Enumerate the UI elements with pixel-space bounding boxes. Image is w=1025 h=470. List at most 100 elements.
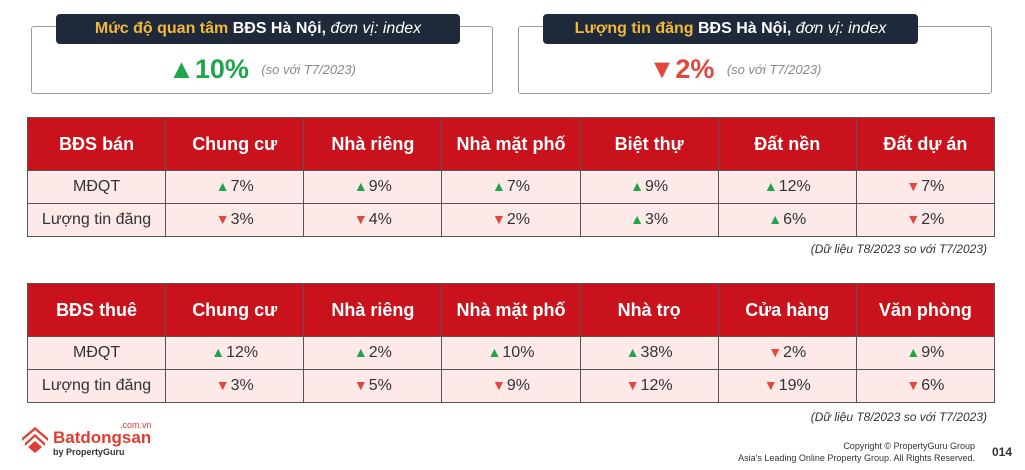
- rent-table-cell-value: 10%: [502, 344, 535, 361]
- copyright-line-1: Copyright © PropertyGuru Group: [843, 441, 975, 451]
- rent-table-cell-value: 2%: [783, 344, 807, 361]
- sale-table-cell-value: 6%: [783, 211, 807, 228]
- kpi-listings-value: 2%: [675, 54, 715, 84]
- kpi-interest-label-bold: BĐS Hà Nội,: [232, 20, 327, 37]
- rent-table-cell: ▼6%: [855, 369, 996, 403]
- rent-table-note: (Dữ liệu T8/2023 so với T7/2023): [810, 410, 987, 424]
- sale-table-cell: ▲9%: [303, 170, 443, 204]
- kpi-interest-label-unit: đơn vị: index: [330, 20, 422, 37]
- rent-table-body: MĐQT ▲12% ▲2% ▲10% ▲38% ▼2% ▲9% Lượng tin đăng ▼…: [26, 336, 996, 403]
- triangle-up-icon: ▲: [763, 178, 778, 194]
- sale-table-cell-value: 2%: [921, 211, 945, 228]
- triangle-up-icon: ▲: [487, 344, 502, 360]
- rent-table-cell-value: 12%: [226, 344, 259, 361]
- rent-table-cell-value: 12%: [640, 377, 673, 394]
- sale-table-cell-value: 2%: [506, 211, 530, 228]
- logo-by-text: by PropertyGuru: [53, 447, 125, 457]
- sale-table-header: Biệt thự: [579, 117, 719, 171]
- sale-table-row: MĐQT ▲7% ▲9% ▲7% ▲9% ▲12% ▼7%: [26, 170, 996, 204]
- sale-table-cell-value: 3%: [645, 211, 669, 228]
- rent-table-row-label: MĐQT: [26, 336, 167, 370]
- logo-brand-text: Batdongsan: [53, 428, 152, 447]
- rent-table-header-row: BĐS thuê Chung cư Nhà riêng Nhà mặt phố …: [26, 283, 996, 337]
- page-number: 014: [991, 445, 1012, 459]
- triangle-up-icon: ▲: [630, 178, 644, 194]
- triangle-down-icon: ▼: [492, 377, 506, 393]
- rent-table-row: MĐQT ▲12% ▲2% ▲10% ▲38% ▼2% ▲9%: [26, 336, 996, 370]
- triangle-up-icon: ▲: [353, 178, 368, 194]
- rent-table-cell-value: 3%: [230, 377, 254, 394]
- rent-table-row-label: Lượng tin đăng: [26, 369, 167, 403]
- sale-table-header-row: BĐS bán Chung cư Nhà riêng Nhà mặt phố B…: [26, 117, 996, 171]
- triangle-down-icon: ▼: [906, 178, 921, 194]
- rent-table-cell-value: 5%: [368, 377, 392, 394]
- sale-table-cell: ▼2%: [855, 203, 996, 237]
- rent-table-header: BĐS thuê: [26, 283, 167, 337]
- rent-table-header: Nhà riêng: [303, 283, 443, 337]
- sale-table-body: MĐQT ▲7% ▲9% ▲7% ▲9% ▲12% ▼7% Lượng tin đăng ▼3%…: [26, 170, 996, 237]
- rent-table-cell: ▼9%: [441, 369, 581, 403]
- batdongsan-logo-icon: [22, 427, 48, 453]
- sale-table-note: (Dữ liệu T8/2023 so với T7/2023): [810, 242, 987, 256]
- sale-table-cell: ▲9%: [579, 170, 719, 204]
- triangle-up-icon: ▲: [630, 211, 644, 227]
- triangle-down-icon: ▼: [625, 377, 640, 393]
- sale-table-cell: ▲7%: [165, 170, 305, 204]
- kpi-interest-value: 10%: [194, 54, 249, 84]
- rent-table: BĐS thuê Chung cư Nhà riêng Nhà mặt phố …: [26, 283, 996, 403]
- sale-table-cell-value: 9%: [368, 178, 392, 195]
- sale-table-cell: ▼2%: [441, 203, 581, 237]
- sale-table-cell: ▲3%: [579, 203, 719, 237]
- sale-table-cell: ▲6%: [717, 203, 857, 237]
- rent-table-cell: ▲38%: [579, 336, 719, 370]
- triangle-down-icon: ▼: [768, 344, 783, 360]
- sale-table-cell-value: 4%: [368, 211, 392, 228]
- rent-table-header: Nhà trọ: [579, 283, 719, 337]
- copyright: Copyright © PropertyGuru Group Asia's Le…: [738, 440, 975, 464]
- sale-table-header: Nhà mặt phố: [441, 117, 581, 171]
- rent-table-cell: ▲9%: [855, 336, 996, 370]
- sale-table-cell-value: 9%: [645, 178, 669, 195]
- rent-table-cell-value: 2%: [368, 344, 392, 361]
- rent-table-cell: ▼3%: [165, 369, 305, 403]
- rent-table-cell-value: 6%: [921, 377, 945, 394]
- rent-table-cell-value: 19%: [778, 377, 811, 394]
- triangle-up-icon: ▲: [215, 178, 230, 194]
- sale-table-header: Đất nền: [717, 117, 857, 171]
- triangle-up-icon: ▲: [768, 211, 783, 227]
- rent-table-cell-value: 9%: [921, 344, 945, 361]
- triangle-up-icon: ▲: [168, 54, 195, 84]
- kpi-interest-value-row: ▲10% (so với T7/2023): [32, 54, 492, 85]
- rent-table-cell-value: 9%: [506, 377, 530, 394]
- sale-table-cell: ▲7%: [441, 170, 581, 204]
- sale-table-cell-value: 7%: [921, 178, 945, 195]
- kpi-interest-card: Mức độ quan tâm BĐS Hà Nội, đơn vị: inde…: [31, 14, 493, 94]
- sale-table-header: Đất dự án: [855, 117, 996, 171]
- rent-table-cell: ▼12%: [579, 369, 719, 403]
- sale-table-cell-value: 12%: [778, 178, 811, 195]
- logo-domain-text: .com.vn: [120, 420, 152, 430]
- triangle-down-icon: ▼: [906, 211, 921, 227]
- kpi-interest-label-highlight: Mức độ quan tâm: [94, 20, 229, 37]
- sale-table-cell: ▼7%: [855, 170, 996, 204]
- sale-table-cell: ▼4%: [303, 203, 443, 237]
- triangle-down-icon: ▼: [353, 211, 368, 227]
- sale-table-cell: ▲12%: [717, 170, 857, 204]
- kpi-listings-card: Lượng tin đăng BĐS Hà Nội, đơn vị: index…: [518, 14, 992, 94]
- rent-table-cell: ▼19%: [717, 369, 857, 403]
- rent-table-row: Lượng tin đăng ▼3% ▼5% ▼9% ▼12% ▼19% ▼6%: [26, 369, 996, 403]
- rent-table-header: Cửa hàng: [717, 283, 857, 337]
- sale-table: BĐS bán Chung cư Nhà riêng Nhà mặt phố B…: [26, 117, 996, 237]
- sale-table-header: Nhà riêng: [303, 117, 443, 171]
- kpi-listings-label-unit: đơn vị: index: [795, 20, 887, 37]
- kpi-listings-compare: (so với T7/2023): [726, 62, 822, 77]
- kpi-listings-value-row: ▼2% (so với T7/2023): [479, 54, 991, 85]
- triangle-up-icon: ▲: [906, 344, 921, 360]
- batdongsan-logo: Batdongsan .com.vn by PropertyGuru: [20, 420, 160, 459]
- triangle-down-icon: ▼: [763, 377, 778, 393]
- rent-table-header: Văn phòng: [855, 283, 996, 337]
- copyright-line-2: Asia's Leading Online Property Group. Al…: [738, 453, 975, 463]
- triangle-down-icon: ▼: [215, 211, 230, 227]
- rent-table-cell: ▲10%: [441, 336, 581, 370]
- sale-table-cell-value: 3%: [230, 211, 254, 228]
